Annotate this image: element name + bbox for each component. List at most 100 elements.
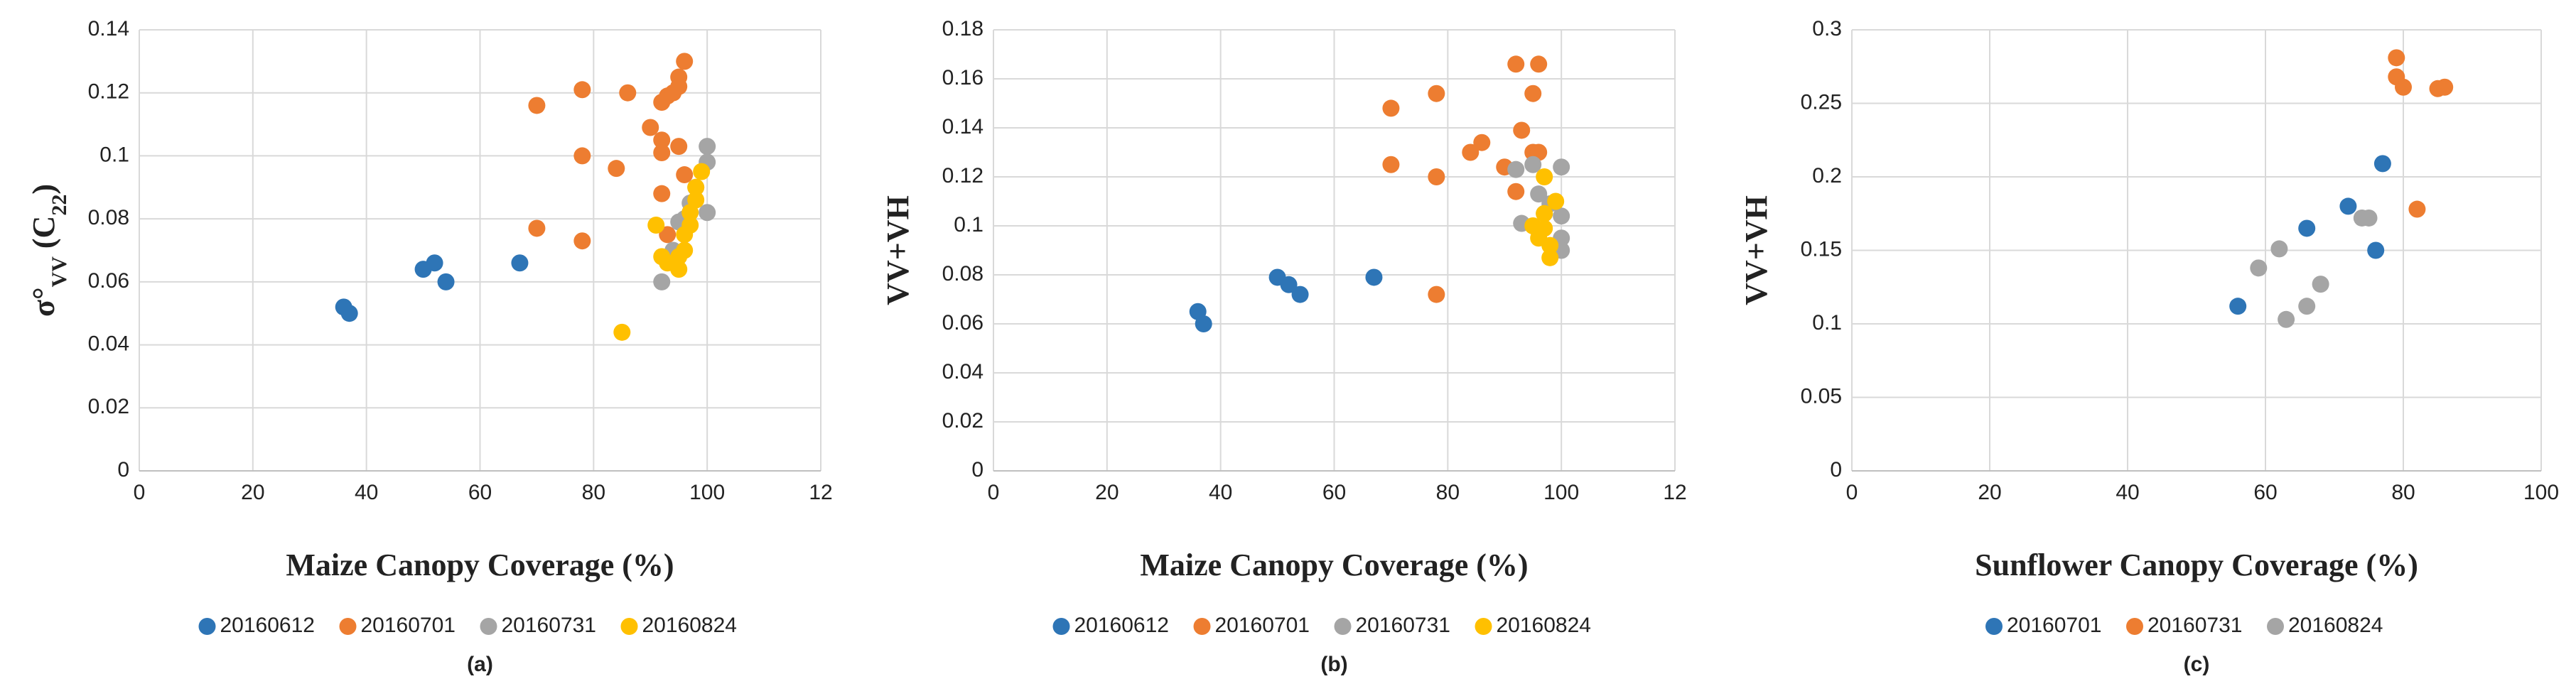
x-tick-label: 12 bbox=[1663, 481, 1686, 504]
point bbox=[528, 219, 546, 237]
x-tick-label: 40 bbox=[1209, 481, 1232, 504]
y-tick-label: 0.14 bbox=[942, 115, 983, 138]
point bbox=[2339, 197, 2357, 215]
chart-panel: 0 0.02 0.04 0.06 0.08 0.1 0.12 0.14 0 20 40 60 80 100… bbox=[26, 17, 833, 676]
point bbox=[1428, 286, 1445, 303]
point bbox=[1530, 55, 1548, 73]
legend-marker bbox=[1193, 618, 1211, 635]
point bbox=[647, 217, 665, 234]
x-tick-label: 100 bbox=[2523, 481, 2559, 504]
legend-marker bbox=[2267, 618, 2284, 635]
point bbox=[1462, 143, 1480, 161]
point bbox=[619, 84, 637, 102]
point bbox=[1428, 85, 1445, 102]
point bbox=[1536, 219, 1553, 237]
point bbox=[653, 131, 671, 149]
y-tick-label: 0.15 bbox=[1801, 237, 1842, 261]
point bbox=[2388, 49, 2405, 67]
y-axis-label-part: 22 bbox=[48, 195, 71, 216]
point bbox=[670, 261, 688, 278]
point bbox=[2250, 259, 2268, 277]
point bbox=[437, 273, 455, 290]
point bbox=[2270, 240, 2288, 258]
point bbox=[2360, 209, 2378, 227]
y-axis-label: VV+VH bbox=[880, 195, 915, 305]
point bbox=[1507, 183, 1525, 200]
legend-label: 20160701 bbox=[361, 614, 456, 637]
y-tick-label: 0.1 bbox=[99, 143, 129, 166]
point bbox=[699, 138, 716, 156]
point bbox=[676, 166, 694, 184]
legend-label: 20160731 bbox=[502, 614, 596, 637]
legend-label: 20160731 bbox=[2147, 614, 2242, 637]
point bbox=[1382, 156, 1400, 173]
point bbox=[573, 232, 591, 250]
x-tick-label: 80 bbox=[1436, 481, 1460, 504]
point bbox=[687, 178, 705, 196]
legend-label: 20160824 bbox=[2288, 614, 2383, 637]
point bbox=[1473, 134, 1491, 151]
legend-marker bbox=[1334, 618, 1352, 635]
point bbox=[653, 273, 671, 290]
point bbox=[1428, 168, 1445, 185]
point bbox=[511, 254, 529, 272]
point bbox=[699, 204, 716, 222]
point bbox=[2229, 298, 2247, 315]
y-tick-label: 0.05 bbox=[1801, 384, 1842, 408]
point bbox=[1382, 99, 1400, 117]
point bbox=[1513, 121, 1531, 139]
point bbox=[693, 163, 711, 180]
y-tick-label: 0 bbox=[1830, 458, 1842, 482]
chart-panel: 0 0.02 0.04 0.06 0.08 0.1 0.12 0.14 0.16 0.18 0 20 4… bbox=[880, 17, 1687, 676]
y-tick-label: 0.2 bbox=[1812, 164, 1842, 187]
x-tick-label: 60 bbox=[2253, 481, 2277, 504]
x-tick-label: 60 bbox=[468, 481, 492, 504]
legend-label: 20160731 bbox=[1356, 614, 1450, 637]
point bbox=[2298, 298, 2316, 315]
x-tick-label: 20 bbox=[1978, 481, 2001, 504]
point bbox=[670, 138, 688, 156]
x-tick-label: 0 bbox=[134, 481, 146, 504]
y-tick-label: 0.18 bbox=[942, 17, 983, 40]
y-tick-label: 0.08 bbox=[88, 206, 129, 229]
legend-marker bbox=[198, 618, 216, 635]
y-axis-label: VV+VH bbox=[1739, 195, 1774, 305]
point bbox=[1291, 286, 1309, 303]
caption: (c) bbox=[2184, 653, 2210, 676]
point bbox=[2373, 155, 2391, 173]
chart-panel: 0 0.05 0.1 0.15 0.2 0.25 0.3 0 20 40 60 80 100 Sunflo… bbox=[1739, 17, 2559, 676]
point bbox=[642, 119, 659, 136]
point bbox=[1507, 161, 1525, 178]
point bbox=[1280, 276, 1298, 293]
point bbox=[653, 185, 671, 202]
x-tick-label: 40 bbox=[355, 481, 378, 504]
point bbox=[573, 81, 591, 99]
point bbox=[1553, 158, 1570, 176]
y-tick-label: 0.14 bbox=[88, 17, 129, 40]
y-axis-label-part: VV bbox=[48, 256, 71, 288]
y-tick-label: 0 bbox=[117, 458, 129, 482]
legend-marker bbox=[480, 618, 497, 635]
legend-label: 20160612 bbox=[1074, 614, 1169, 637]
x-tick-label: 12 bbox=[809, 481, 832, 504]
y-tick-label: 0.12 bbox=[942, 164, 983, 187]
y-tick-label: 0 bbox=[971, 458, 983, 482]
y-tick-label: 0.06 bbox=[88, 269, 129, 293]
legend-marker bbox=[620, 618, 638, 635]
point bbox=[1553, 207, 1570, 225]
y-tick-label: 0.06 bbox=[942, 311, 983, 335]
y-tick-label: 0.02 bbox=[88, 395, 129, 418]
point bbox=[1541, 249, 1559, 266]
y-tick-label: 0.08 bbox=[942, 262, 983, 286]
point bbox=[340, 305, 358, 322]
y-tick-label: 0.1 bbox=[954, 213, 983, 236]
legend-marker bbox=[1052, 618, 1070, 635]
point bbox=[1524, 156, 1542, 173]
y-axis-label-part: (C bbox=[26, 216, 61, 256]
legend-label: 20160824 bbox=[642, 614, 737, 637]
x-axis-label: Maize Canopy Coverage (%) bbox=[1140, 548, 1528, 582]
y-axis-label: σ°VV (C22) bbox=[26, 184, 71, 317]
y-axis-label-part: VV+VH bbox=[1739, 195, 1774, 305]
point bbox=[2395, 78, 2412, 96]
